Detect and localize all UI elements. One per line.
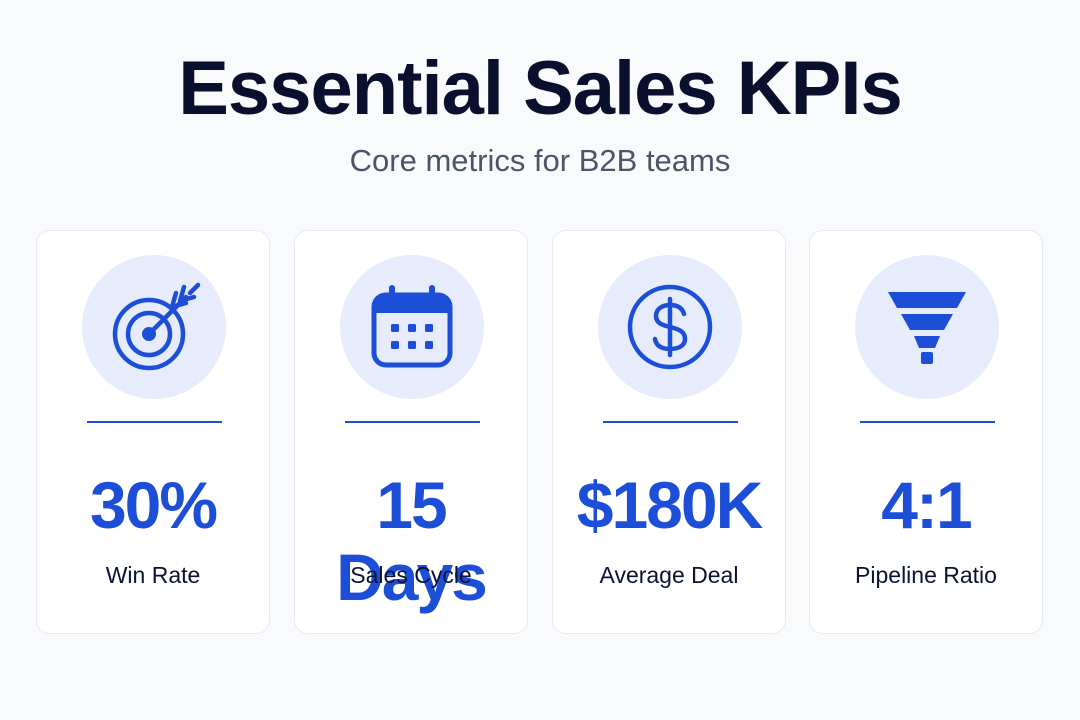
icon-badge: [340, 255, 484, 399]
kpi-card-win-rate: 30% Win Rate: [36, 230, 270, 634]
calendar-icon: [371, 285, 453, 368]
icon-badge: [598, 255, 742, 399]
funnel-icon: [888, 292, 966, 364]
page-title: Essential Sales KPIs: [178, 46, 903, 131]
kpi-value: 30%: [89, 468, 218, 542]
kpi-card-grid: 30% Win Rate: [36, 230, 1044, 636]
card-divider: [345, 421, 480, 423]
kpi-label: Average Deal: [599, 562, 739, 588]
kpi-card-pipeline-ratio: 4:1 Pipeline Ratio: [809, 230, 1043, 634]
kpi-label: Sales Cycle: [350, 562, 472, 588]
kpi-card-sales-cycle: 15 Days Sales Cycle: [294, 230, 528, 634]
kpi-value: 4:1: [881, 468, 972, 542]
icon-badge: [82, 255, 226, 399]
page-subtitle: Core metrics for B2B teams: [349, 143, 731, 178]
kpi-card-average-deal: $180K Average Deal: [552, 230, 786, 634]
target-arrow-icon: [112, 282, 201, 371]
kpi-value: 15 Days: [336, 468, 488, 614]
kpi-value: $180K: [576, 468, 764, 542]
kpi-label: Win Rate: [105, 562, 201, 588]
card-divider: [860, 421, 995, 423]
kpi-label: Pipeline Ratio: [855, 562, 997, 588]
icon-badge: [855, 255, 999, 399]
card-divider: [87, 421, 222, 423]
dollar-coin-icon: [627, 284, 713, 370]
card-divider: [603, 421, 738, 423]
